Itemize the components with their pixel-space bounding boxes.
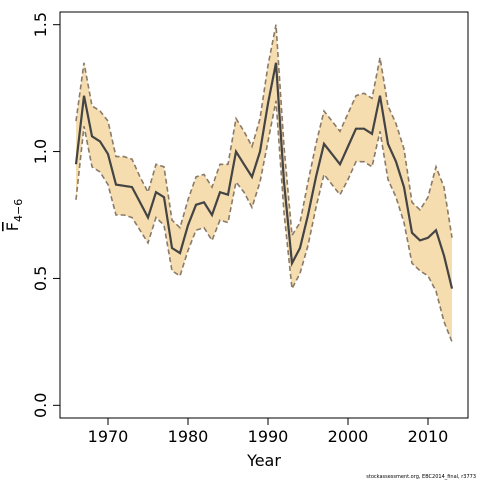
x-axis: 1970 1980 1990 2000 2010 xyxy=(88,418,449,446)
y-axis-title: F4−6 xyxy=(3,199,25,231)
y-axis-title-main: F xyxy=(3,222,22,231)
svg-text:F4−6: F4−6 xyxy=(3,199,25,231)
y-tick-label: 1.0 xyxy=(31,139,50,164)
y-axis: 0.0 0.5 1.0 1.5 xyxy=(31,12,60,418)
y-tick-label: 0.5 xyxy=(31,266,50,291)
plot-frame xyxy=(59,11,469,419)
estimate-line xyxy=(74,62,454,289)
credit-text: stockassessment.org, EBC2014_final, r377… xyxy=(366,474,476,480)
x-tick-label: 1970 xyxy=(88,427,129,446)
lower-bound-line xyxy=(75,100,453,343)
confidence-band xyxy=(76,24,452,342)
x-tick-label: 2010 xyxy=(408,427,449,446)
y-tick-label: 0.0 xyxy=(31,393,50,418)
y-axis-title-subscript: 4−6 xyxy=(12,199,25,222)
x-tick-label: 1980 xyxy=(168,427,209,446)
y-tick-label: 1.5 xyxy=(31,12,50,37)
plot-area xyxy=(74,24,454,343)
x-tick-label: 1990 xyxy=(248,427,289,446)
x-axis-title: Year xyxy=(246,451,281,470)
x-tick-label: 2000 xyxy=(328,427,369,446)
upper-bound-line xyxy=(75,24,453,238)
